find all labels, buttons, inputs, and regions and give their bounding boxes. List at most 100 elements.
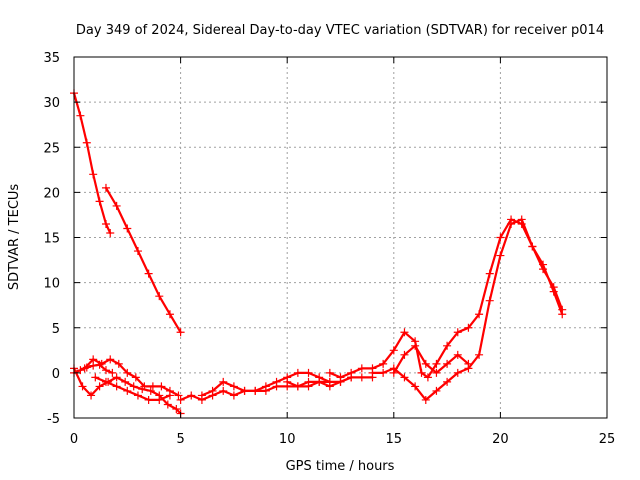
data-point: [443, 341, 452, 350]
data-point: [261, 382, 270, 391]
y-tick-label: 0: [52, 367, 60, 382]
data-point: [121, 377, 130, 386]
data-point: [163, 400, 172, 409]
data-point: [485, 296, 494, 305]
data-point: [157, 382, 166, 391]
data-point: [293, 382, 302, 391]
data-point: [368, 368, 377, 377]
data-point: [251, 386, 260, 395]
data-point: [76, 111, 85, 120]
series-line: [72, 367, 182, 415]
series-arc-11: [368, 215, 567, 404]
x-tick-label: 25: [599, 432, 616, 447]
data-point: [389, 346, 398, 355]
data-point: [400, 328, 409, 337]
y-tick-label: 20: [43, 186, 60, 201]
data-point: [464, 359, 473, 368]
data-point: [148, 382, 157, 391]
data-point: [144, 269, 153, 278]
data-point: [517, 215, 526, 224]
data-point: [123, 386, 132, 395]
data-point: [496, 233, 505, 242]
series-line: [72, 91, 112, 235]
data-point: [464, 323, 473, 332]
series-arc-1: [70, 89, 115, 237]
data-point: [400, 373, 409, 382]
data-point: [89, 355, 98, 364]
data-point: [315, 377, 324, 386]
data-series-group: [70, 89, 567, 418]
series-line: [328, 218, 564, 379]
data-point: [174, 391, 183, 400]
data-point: [432, 386, 441, 395]
data-point: [304, 377, 313, 386]
data-point: [80, 364, 89, 373]
data-point: [423, 373, 432, 382]
x-tick-label: 10: [279, 432, 296, 447]
data-point: [336, 373, 345, 382]
data-point: [123, 224, 132, 233]
data-point: [140, 382, 149, 391]
data-point: [112, 373, 121, 382]
data-point: [155, 292, 164, 301]
data-point: [357, 373, 366, 382]
data-point: [176, 328, 185, 337]
data-point: [87, 391, 96, 400]
data-point: [133, 247, 142, 256]
y-tick-label: 35: [43, 51, 60, 66]
series-arc-5: [80, 355, 183, 400]
data-point: [475, 350, 484, 359]
data-point: [114, 359, 123, 368]
x-tick-label: 15: [386, 432, 403, 447]
data-point: [165, 310, 174, 319]
data-point: [400, 350, 409, 359]
x-axis-title: GPS time / hours: [286, 459, 395, 474]
data-point: [496, 251, 505, 260]
series-arc-2: [101, 183, 185, 337]
data-point: [101, 366, 110, 375]
data-point: [97, 359, 106, 368]
data-point: [507, 219, 516, 228]
y-tick-label: 15: [43, 232, 60, 247]
data-point: [112, 201, 121, 210]
data-point: [411, 341, 420, 350]
data-point: [155, 395, 164, 404]
data-point: [293, 368, 302, 377]
data-point: [95, 382, 104, 391]
data-point: [95, 197, 104, 206]
data-point: [417, 368, 426, 377]
data-point: [82, 138, 91, 147]
data-point: [78, 382, 87, 391]
data-point: [76, 366, 85, 375]
data-point: [101, 183, 110, 192]
data-point: [165, 391, 174, 400]
data-point: [106, 355, 115, 364]
x-tick-label: 5: [176, 432, 184, 447]
data-point: [187, 391, 196, 400]
data-point: [379, 359, 388, 368]
data-point: [229, 382, 238, 391]
data-point: [133, 391, 142, 400]
grid: [74, 57, 607, 418]
data-point: [197, 391, 206, 400]
series-arc-12: [389, 341, 473, 377]
y-tick-label: 25: [43, 141, 60, 156]
axis-ticks: 0 5 10 15 20 25 -5 0 5 10 15 20 25 30 35: [43, 51, 615, 447]
y-axis-title: SDTVAR / TECUs: [7, 184, 22, 291]
data-point: [219, 377, 228, 386]
data-point: [304, 368, 313, 377]
data-point: [485, 269, 494, 278]
data-point: [325, 382, 334, 391]
data-point: [411, 382, 420, 391]
data-point: [89, 170, 98, 179]
data-point: [389, 368, 398, 377]
data-point: [379, 368, 388, 377]
data-point: [475, 310, 484, 319]
data-point: [176, 395, 185, 404]
data-point: [443, 377, 452, 386]
data-point: [558, 310, 567, 319]
data-point: [91, 373, 100, 382]
data-point: [453, 368, 462, 377]
series-line: [392, 344, 470, 374]
